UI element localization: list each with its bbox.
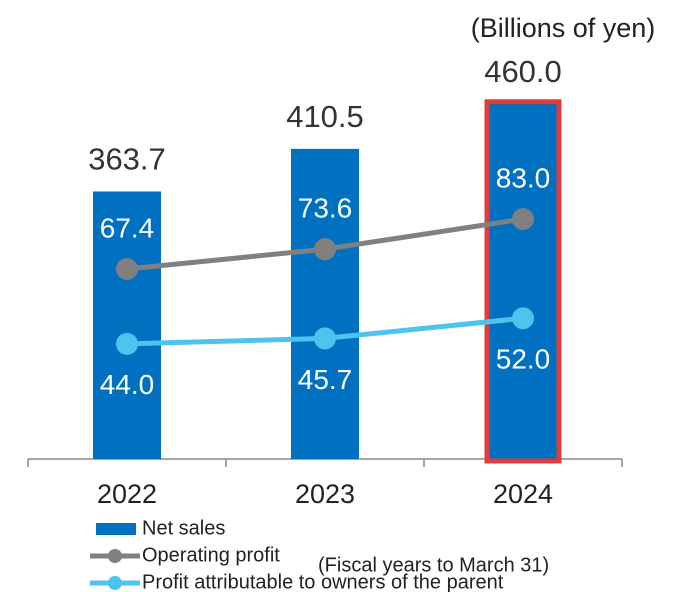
line-value-label: 83.0: [496, 163, 551, 194]
line-marker: [116, 258, 138, 281]
bar-value-label: 460.0: [484, 54, 562, 89]
legend-marker: [108, 549, 122, 563]
x-tick-label: 2022: [97, 479, 157, 509]
unit-note: (Billions of yen): [471, 13, 656, 43]
highlight-box: [484, 99, 562, 464]
line-marker: [512, 208, 534, 231]
line-value-label: 67.4: [100, 212, 155, 243]
legend-marker: [108, 576, 122, 590]
bar: [93, 191, 161, 460]
line-marker: [314, 327, 336, 350]
line-marker: [512, 307, 534, 330]
line-marker: [116, 332, 138, 355]
x-tick-label: 2024: [493, 479, 553, 509]
legend-label: Operating profit: [142, 544, 280, 566]
bar-value-label: 363.7: [88, 142, 166, 177]
bar: [291, 148, 359, 459]
line-value-label: 52.0: [496, 344, 551, 375]
legend-label: Profit attributable to owners of the par…: [142, 571, 504, 592]
x-tick-label: 2023: [295, 479, 355, 509]
legend-swatch: [96, 523, 136, 535]
legend-label: Net sales: [142, 517, 225, 539]
line-value-label: 73.6: [298, 193, 353, 224]
bar-value-label: 410.5: [286, 99, 364, 134]
footnote: (Fiscal years to March 31): [318, 554, 549, 576]
bar: [489, 103, 557, 460]
line-marker: [314, 238, 336, 261]
line-value-label: 44.0: [100, 369, 155, 400]
line-value-label: 45.7: [298, 364, 353, 395]
